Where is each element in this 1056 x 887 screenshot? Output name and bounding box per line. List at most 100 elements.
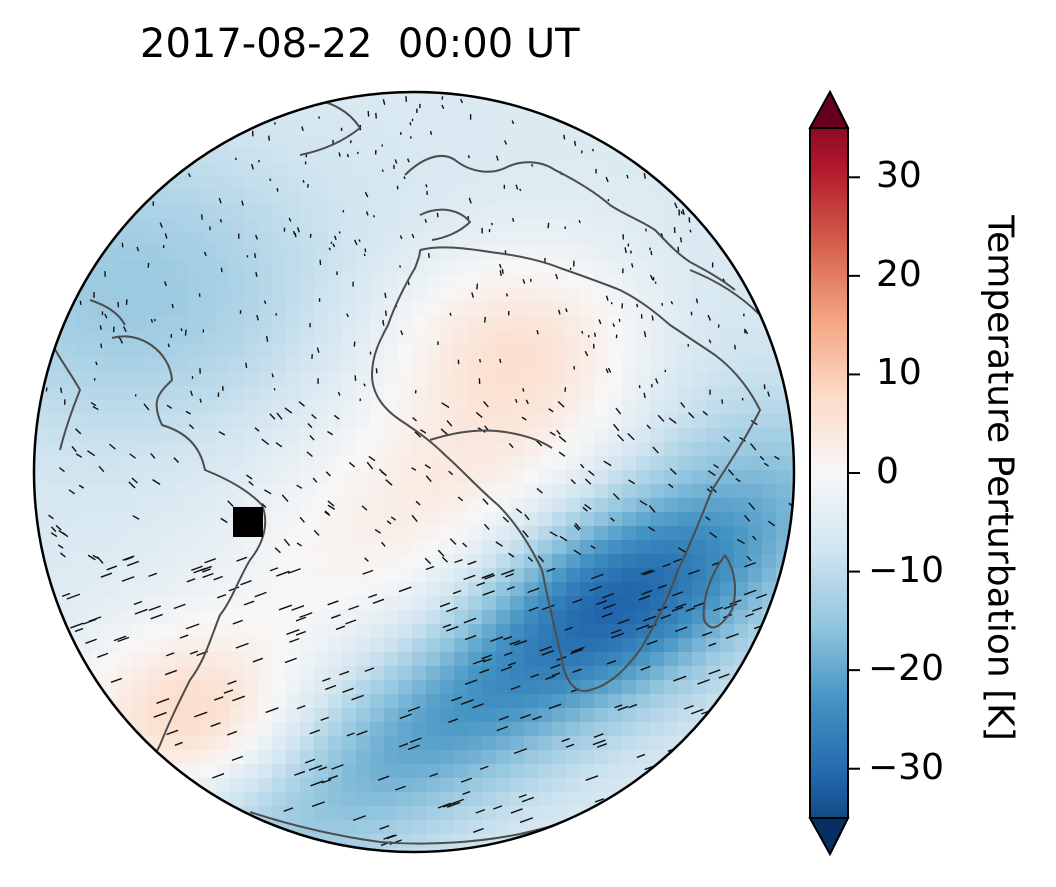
field-cell (678, 638, 693, 653)
wind-streak (515, 184, 519, 190)
wind-streak (275, 442, 283, 448)
field-cell (510, 568, 525, 583)
field-cell (440, 330, 455, 345)
field-cell (244, 722, 259, 737)
field-cell (650, 470, 665, 485)
field-cell (300, 344, 315, 359)
wind-streak (220, 267, 223, 273)
field-cell (370, 148, 385, 163)
wind-streak (311, 801, 325, 808)
field-cell (90, 330, 105, 345)
field-cell (762, 624, 777, 639)
field-cell (188, 330, 203, 345)
field-cell (510, 484, 525, 499)
field-cell (622, 190, 637, 205)
field-cell (650, 736, 665, 751)
wind-streak (718, 673, 730, 679)
wind-streak (85, 638, 97, 644)
field-cell (720, 372, 735, 387)
field-cell (426, 190, 441, 205)
wind-streak (283, 538, 291, 547)
field-cell (258, 344, 273, 359)
field-cell (706, 512, 721, 527)
wind-streak (354, 375, 357, 381)
wind-streak (493, 805, 503, 810)
field-cell (594, 302, 609, 317)
wind-streak (499, 270, 502, 276)
wind-streak (128, 481, 136, 489)
field-cell (398, 512, 413, 527)
field-cell (146, 232, 161, 247)
field-cell (412, 498, 427, 513)
wind-streak (446, 420, 453, 427)
field-cell (160, 736, 175, 751)
field-cell (384, 232, 399, 247)
field-cell (482, 218, 497, 233)
field-cell (328, 596, 343, 611)
field-cell (524, 610, 539, 625)
field-cell (160, 582, 175, 597)
field-cell (174, 456, 189, 471)
field-cell (286, 414, 301, 429)
field-cell (594, 400, 609, 415)
field-cell (482, 554, 497, 569)
field-cell (524, 246, 539, 261)
field-cell (524, 204, 539, 219)
field-cell (706, 414, 721, 429)
wind-streak (240, 580, 252, 586)
field-cell (412, 708, 427, 723)
field-cell (580, 316, 595, 331)
field-cell (510, 708, 525, 723)
field-cell (146, 498, 161, 513)
field-cell (622, 316, 637, 331)
field-cell (300, 512, 315, 527)
field-cell (300, 414, 315, 429)
wind-streak (674, 202, 678, 209)
field-cell (412, 624, 427, 639)
field-cell (510, 638, 525, 653)
field-cell (412, 666, 427, 681)
field-cell (34, 358, 49, 373)
field-cell (482, 330, 497, 345)
field-cell (370, 288, 385, 303)
field-cell (622, 750, 637, 765)
field-cell (300, 190, 315, 205)
wind-streak (565, 743, 575, 748)
field-cell (608, 442, 623, 457)
field-cell (370, 134, 385, 149)
field-cell (272, 120, 287, 135)
field-cell (76, 316, 91, 331)
field-cell (454, 190, 469, 205)
field-cell (76, 330, 91, 345)
field-cell (454, 106, 469, 121)
field-cell (244, 694, 259, 709)
field-cell (636, 526, 651, 541)
wind-streak (218, 431, 226, 436)
field-cell (748, 526, 763, 541)
field-cell (328, 512, 343, 527)
wind-streak (90, 401, 97, 407)
field-cell (398, 722, 413, 737)
wind-streak (484, 574, 496, 580)
field-cell (174, 540, 189, 555)
field-cell (524, 792, 539, 807)
field-cell (636, 274, 651, 289)
field-cell (454, 806, 469, 821)
field-cell (608, 568, 623, 583)
field-cell (216, 750, 231, 765)
wind-streak (411, 233, 415, 239)
wind-streak (441, 402, 450, 409)
field-cell (412, 652, 427, 667)
wind-streak (511, 218, 515, 222)
field-cell (328, 652, 343, 667)
field-cell (174, 708, 189, 723)
field-cell (286, 722, 301, 737)
field-cell (566, 302, 581, 317)
field-cell (566, 624, 581, 639)
field-cell (286, 778, 301, 793)
field-cell (496, 680, 511, 695)
wind-streak (167, 343, 170, 348)
field-cell (286, 554, 301, 569)
field-cell (678, 316, 693, 331)
field-cell (104, 428, 119, 443)
